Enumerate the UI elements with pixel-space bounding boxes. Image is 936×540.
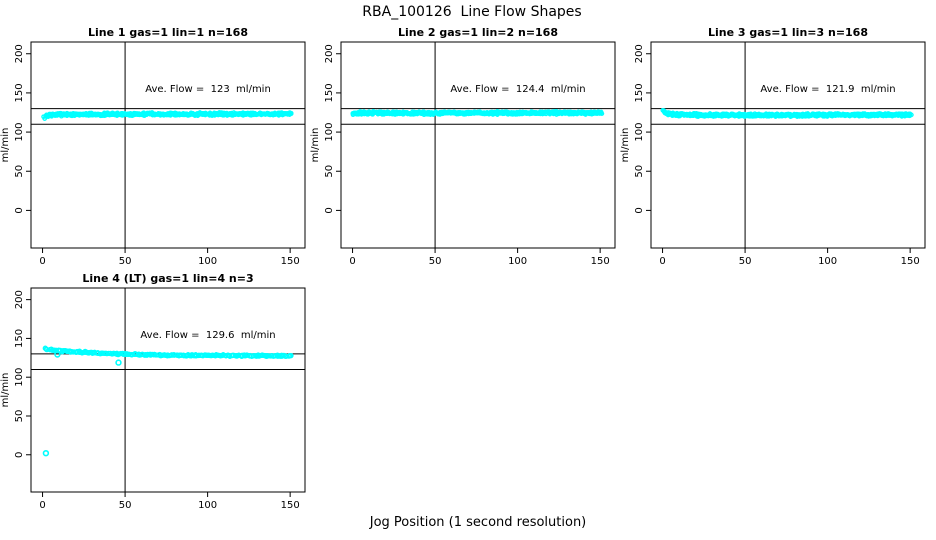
svg-text:100: 100 <box>634 123 645 142</box>
svg-text:200: 200 <box>14 44 25 63</box>
svg-text:0: 0 <box>349 256 355 267</box>
svg-text:ml/min: ml/min <box>310 128 321 163</box>
svg-text:0: 0 <box>39 256 45 267</box>
svg-text:150: 150 <box>281 500 300 511</box>
svg-text:50: 50 <box>324 165 335 178</box>
svg-text:0: 0 <box>659 256 665 267</box>
svg-text:150: 150 <box>634 83 645 102</box>
svg-text:ml/min: ml/min <box>0 128 11 163</box>
svg-text:200: 200 <box>14 290 25 309</box>
svg-text:150: 150 <box>14 83 25 102</box>
svg-text:100: 100 <box>818 256 837 267</box>
svg-text:200: 200 <box>324 44 335 63</box>
svg-text:150: 150 <box>591 256 610 267</box>
svg-text:ml/min: ml/min <box>620 128 631 163</box>
svg-text:100: 100 <box>14 123 25 142</box>
svg-text:100: 100 <box>14 368 25 387</box>
svg-text:ml/min: ml/min <box>0 373 11 408</box>
svg-text:0: 0 <box>634 207 645 213</box>
svg-text:0: 0 <box>324 207 335 213</box>
svg-text:50: 50 <box>14 165 25 178</box>
svg-text:50: 50 <box>429 256 442 267</box>
svg-text:50: 50 <box>739 256 752 267</box>
svg-text:100: 100 <box>508 256 527 267</box>
svg-text:50: 50 <box>634 165 645 178</box>
svg-text:50: 50 <box>119 500 132 511</box>
svg-text:100: 100 <box>324 123 335 142</box>
svg-text:50: 50 <box>14 410 25 423</box>
svg-text:100: 100 <box>198 256 217 267</box>
svg-text:150: 150 <box>901 256 920 267</box>
svg-text:50: 50 <box>119 256 132 267</box>
svg-text:200: 200 <box>634 44 645 63</box>
svg-text:0: 0 <box>39 500 45 511</box>
svg-text:150: 150 <box>14 329 25 348</box>
svg-text:150: 150 <box>281 256 300 267</box>
svg-text:0: 0 <box>14 452 25 458</box>
svg-text:0: 0 <box>14 207 25 213</box>
svg-text:100: 100 <box>198 500 217 511</box>
svg-text:150: 150 <box>324 83 335 102</box>
